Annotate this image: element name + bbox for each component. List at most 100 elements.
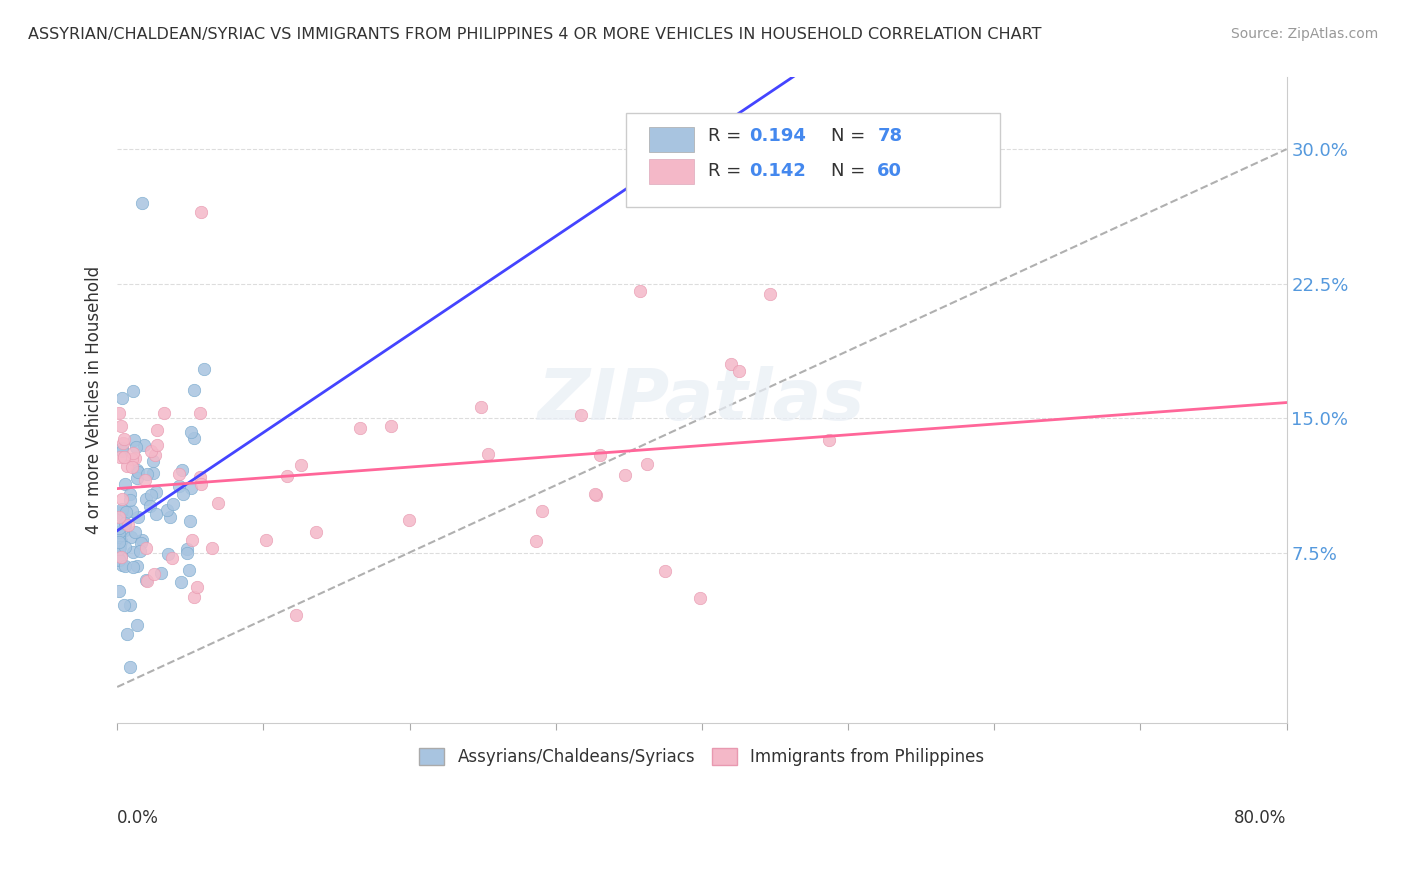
Point: [167, 479, 190, 493]
Point: [398, 513, 420, 527]
Point: [181, 533, 204, 548]
Point: [111, 435, 134, 450]
Point: [122, 446, 145, 460]
Point: [135, 541, 157, 555]
Point: [108, 542, 131, 557]
Point: [193, 361, 215, 376]
Point: [207, 496, 229, 510]
Point: [114, 477, 136, 491]
Point: [107, 552, 129, 566]
Point: [114, 516, 136, 531]
Point: [135, 492, 157, 507]
Point: [186, 580, 208, 594]
Point: [172, 487, 194, 501]
Point: [636, 458, 658, 472]
Point: [114, 516, 136, 530]
Point: [180, 425, 202, 439]
Point: [111, 558, 134, 572]
Point: [477, 447, 499, 461]
Point: [111, 391, 134, 405]
Point: [107, 535, 129, 549]
Point: [127, 471, 149, 485]
Point: [107, 529, 129, 543]
Point: [135, 573, 157, 587]
Point: [143, 448, 166, 462]
Point: [122, 545, 145, 559]
Point: [720, 357, 742, 371]
Point: [110, 450, 132, 465]
Text: ZIPatlas: ZIPatlas: [538, 366, 866, 434]
Text: R =: R =: [707, 127, 747, 145]
Point: [162, 550, 184, 565]
Point: [127, 462, 149, 476]
Point: [110, 492, 132, 507]
Point: [589, 448, 612, 462]
Point: [122, 560, 145, 574]
Legend: Assyrians/Chaldeans/Syriacs, Immigrants from Philippines: Assyrians/Chaldeans/Syriacs, Immigrants …: [413, 741, 991, 772]
Point: [112, 433, 135, 447]
Point: [129, 543, 152, 558]
Point: [139, 488, 162, 502]
Point: [470, 400, 492, 414]
Point: [114, 559, 136, 574]
Point: [188, 406, 211, 420]
Point: [170, 574, 193, 589]
Point: [110, 506, 132, 520]
Point: [183, 431, 205, 445]
Point: [129, 535, 152, 549]
Point: [157, 548, 180, 562]
Point: [817, 433, 839, 447]
Point: [125, 440, 148, 454]
Point: [118, 660, 141, 674]
Point: [380, 418, 402, 433]
Point: [177, 563, 200, 577]
Point: [120, 493, 142, 508]
Point: [122, 384, 145, 399]
Point: [110, 418, 132, 433]
Point: [120, 487, 142, 501]
Point: [349, 420, 371, 434]
Point: [107, 553, 129, 567]
Point: [569, 409, 592, 423]
Point: [176, 541, 198, 556]
Point: [121, 460, 143, 475]
Point: [135, 574, 157, 589]
Point: [145, 485, 167, 500]
Point: [120, 530, 142, 544]
Point: [121, 452, 143, 467]
Point: [141, 443, 163, 458]
Text: R =: R =: [707, 162, 747, 180]
Point: [114, 540, 136, 554]
Point: [180, 481, 202, 495]
Point: [179, 514, 201, 528]
Point: [107, 406, 129, 420]
Point: [150, 566, 173, 581]
Point: [134, 473, 156, 487]
Point: [110, 550, 132, 565]
Text: 0.0%: 0.0%: [117, 809, 159, 827]
Point: [142, 466, 165, 480]
Point: [183, 384, 205, 398]
Point: [127, 618, 149, 632]
Point: [107, 584, 129, 599]
Point: [290, 458, 312, 473]
Point: [190, 477, 212, 491]
Text: N =: N =: [831, 162, 870, 180]
Point: [122, 433, 145, 447]
Point: [112, 450, 135, 464]
Point: [114, 524, 136, 538]
Point: [190, 205, 212, 219]
Point: [159, 510, 181, 524]
Point: [628, 284, 651, 298]
Point: [121, 503, 143, 517]
Point: [127, 466, 149, 480]
Point: [108, 521, 131, 535]
Point: [142, 566, 165, 581]
Point: [117, 518, 139, 533]
Point: [614, 467, 637, 482]
Point: [172, 463, 194, 477]
Point: [110, 540, 132, 554]
Point: [530, 504, 553, 518]
Point: [524, 534, 547, 549]
Point: [107, 524, 129, 539]
